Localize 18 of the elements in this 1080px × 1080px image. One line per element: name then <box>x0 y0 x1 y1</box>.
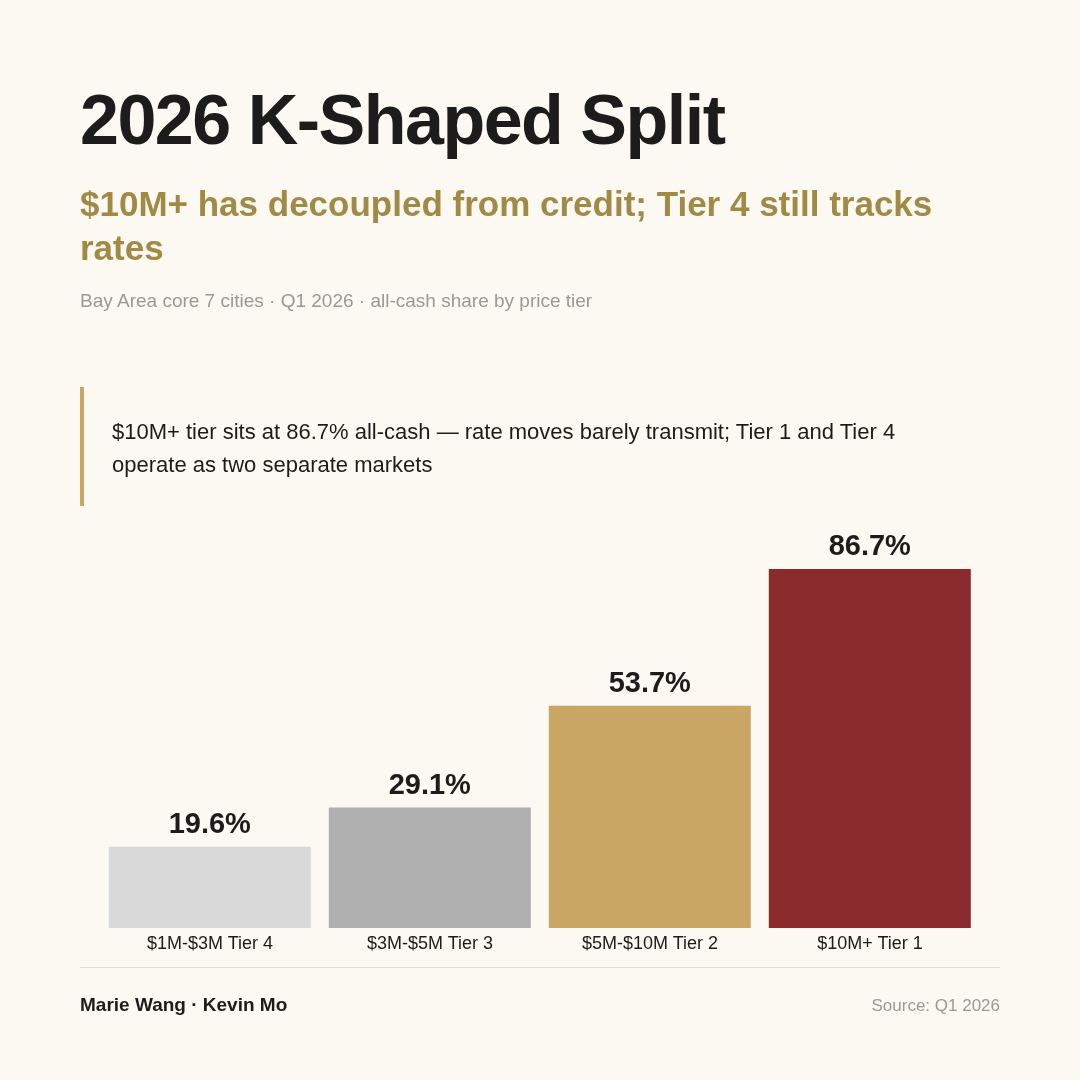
x-tick-label: $1M-$3M Tier 4 <box>146 932 274 953</box>
chart-title: 2026 K-Shaped Split <box>80 80 725 160</box>
bar <box>328 807 531 928</box>
x-tick-label: $5M-$10M Tier 2 <box>581 932 719 953</box>
data-label: 19.6% <box>168 806 252 839</box>
text: Marie Wang · Kevin Mo <box>80 994 288 1016</box>
text: $10M+ tier sits at 86.7% all-cash — rate moves barely transmit; Tier 1 and Tier 4 operate as two separate markets <box>80 387 960 506</box>
data-label: 53.7% <box>608 665 692 698</box>
source-note: Source: Q1 2026 <box>871 996 1000 1016</box>
bar <box>768 569 971 928</box>
chart-subtitle: $10M+ has decoupled from credit; Tier 4 still tracks rates <box>80 183 934 269</box>
x-tick-label: $3M-$5M Tier 3 <box>366 932 494 953</box>
data-label: 86.7% <box>828 529 912 561</box>
text: Bay Area core 7 cities · Q1 2026 · all-cash share by price tier <box>80 290 593 312</box>
bar <box>108 846 311 928</box>
bar <box>548 705 751 928</box>
x-tick-label: $10M+ Tier 1 <box>817 932 923 953</box>
data-label: 29.1% <box>388 767 472 800</box>
